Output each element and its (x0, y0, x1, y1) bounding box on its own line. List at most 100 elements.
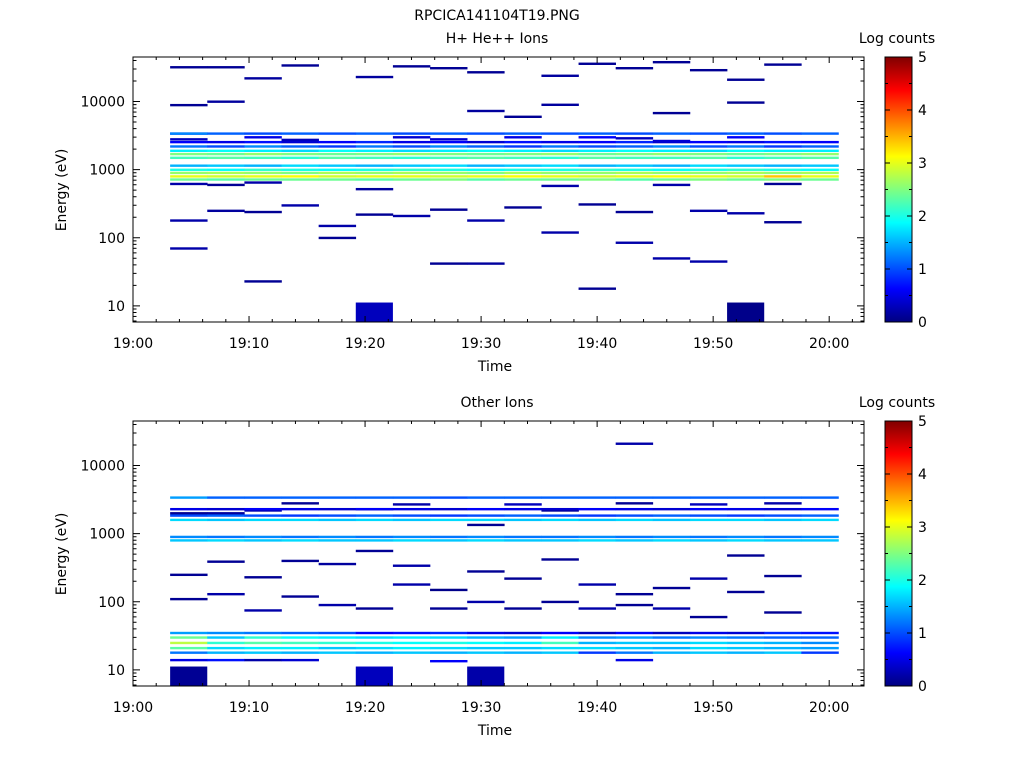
heatmap-cell (392, 140, 431, 144)
heatmap-cell (244, 646, 282, 650)
heatmap-cell (615, 171, 654, 175)
heatmap-cell (355, 636, 394, 639)
heatmap-cell (170, 140, 208, 144)
heatmap-cell (504, 507, 542, 511)
heatmap-cell (764, 149, 802, 153)
heatmap-cell (578, 156, 616, 160)
heatmap-cell (689, 132, 728, 135)
heatmap-cell (578, 651, 616, 654)
heatmap-cell (355, 535, 394, 539)
heatmap-cell (318, 507, 357, 511)
heatmap-cell (392, 496, 431, 499)
heatmap-cell (541, 514, 579, 517)
heatmap-cell (207, 178, 245, 181)
heatmap-cell (430, 208, 468, 211)
heatmap-cell (689, 164, 728, 167)
heatmap-cell (318, 156, 357, 160)
heatmap-cell (764, 496, 802, 499)
colorbar-tick-label: 3 (918, 156, 927, 172)
heatmap-cell (652, 607, 691, 610)
heatmap-cell (541, 231, 579, 234)
heatmap-cell (689, 615, 728, 619)
heatmap-cell (615, 67, 654, 70)
heatmap-cell (207, 175, 245, 178)
heatmap-cell (207, 496, 245, 499)
heatmap-cell (207, 658, 245, 662)
heatmap-cell (727, 518, 765, 522)
heatmap-cell (207, 535, 245, 539)
heatmap-cell (578, 636, 616, 639)
axes-frame (132, 420, 865, 687)
heatmap-cell (801, 168, 839, 172)
heatmap-cell (430, 651, 468, 654)
heatmap-cell (244, 507, 282, 511)
heatmap-cell (244, 136, 282, 139)
heatmap-cell (764, 574, 802, 578)
heatmap-cell (355, 607, 394, 610)
heatmap-cell (615, 514, 654, 517)
heatmap-cell (281, 559, 319, 563)
heatmap-cell (541, 646, 579, 650)
heatmap-cell (727, 212, 765, 215)
colorbar: 0 1 2 3 4 5 (884, 50, 927, 331)
heatmap-cell (689, 152, 728, 156)
heatmap-cell (244, 77, 282, 80)
heatmap-cell (504, 514, 542, 517)
heatmap-cell (355, 75, 394, 79)
heatmap-cell (281, 132, 319, 135)
heatmap-cell (689, 641, 728, 645)
heatmap-cell (170, 514, 208, 517)
heatmap-cell (318, 224, 357, 228)
heatmap-cell (170, 512, 208, 515)
heatmap-cell (207, 183, 245, 187)
heatmap-cell (727, 78, 765, 81)
heatmap-cell (801, 539, 839, 542)
heatmap-cell (689, 539, 728, 542)
heatmap-cell (244, 576, 282, 579)
heatmap-cell (689, 636, 728, 639)
heatmap-cell (318, 164, 357, 167)
heatmap-cell (541, 641, 579, 645)
heatmap-cell (244, 168, 282, 172)
heatmap-cell (355, 539, 394, 542)
heatmap-cell (281, 164, 319, 167)
heatmap-cell (504, 149, 542, 153)
heatmap-cell (652, 631, 691, 635)
x-tick-label: 19:10 (229, 336, 269, 352)
heatmap-cell (652, 535, 691, 539)
heatmap-cell (170, 247, 208, 250)
heatmap-cell (615, 156, 654, 160)
heatmap-cell (392, 514, 431, 517)
heatmap-cell (504, 577, 542, 580)
heatmap-cell (578, 149, 616, 153)
colorbar-tick-label: 5 (918, 414, 927, 430)
heatmap-cell (207, 631, 245, 635)
y-axis-label: Energy (eV) (54, 513, 70, 596)
heatmap-cell (504, 539, 542, 542)
y-tick-label: 100 (98, 595, 125, 611)
heatmap-cell (244, 636, 282, 639)
heatmap-cell (801, 646, 839, 650)
heatmap-cell (504, 115, 542, 118)
heatmap-cell (578, 607, 616, 610)
heatmap-cell (615, 137, 654, 140)
heatmap-cell (392, 636, 431, 639)
heatmap-cell (467, 109, 505, 113)
heatmap-cell (541, 178, 579, 181)
heatmap-cell (652, 152, 691, 156)
heatmap-cell (504, 145, 542, 148)
heatmap-cell (578, 171, 616, 175)
heatmap-cell (467, 149, 505, 153)
heatmap-cell (392, 175, 431, 178)
heatmap-cell (578, 641, 616, 645)
heatmap-cell (764, 636, 802, 639)
heatmap-cell (355, 507, 394, 511)
heatmap-cell (541, 600, 579, 604)
heatmap-cell (281, 651, 319, 654)
heatmap-cell (801, 132, 839, 135)
heatmap-cell (467, 178, 505, 181)
heatmap-cell (355, 156, 394, 160)
heatmap-cell (318, 178, 357, 181)
heatmap-cell (467, 496, 505, 499)
heatmap-cell (578, 145, 616, 148)
